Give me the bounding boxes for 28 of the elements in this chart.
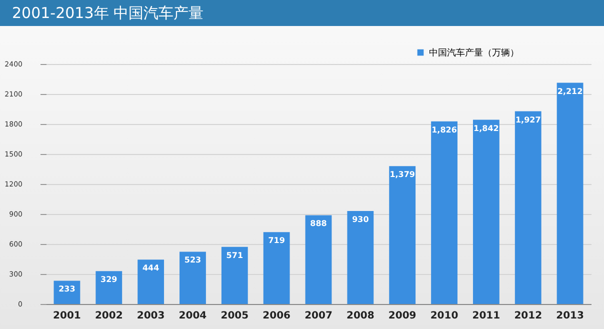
x-tick-label: 2007 [304, 310, 332, 322]
x-tick-label: 2002 [94, 310, 123, 322]
x-tick-label: 2012 [514, 310, 542, 322]
x-tick-label: 2011 [472, 310, 500, 322]
x-tick-label: 2009 [388, 310, 416, 322]
chart-title: 2001-2013年 中国汽车产量 [0, 0, 604, 26]
text: 2,212 [557, 86, 583, 96]
text: 444 [142, 264, 160, 273]
x-tick-label: 2005 [220, 310, 249, 322]
text: 1,927 [515, 115, 541, 124]
x-tick-label: 2013 [556, 310, 584, 322]
legend-label: 中国汽车产量（万辆） [429, 48, 519, 58]
text: 571 [226, 250, 244, 260]
text: 719 [268, 236, 285, 246]
text: 888 [310, 219, 327, 228]
text: 1,842 [474, 124, 499, 133]
text: 1,379 [390, 170, 415, 180]
x-tick-label: 2003 [136, 310, 165, 322]
text: 930 [352, 215, 369, 224]
text: 1,826 [432, 125, 457, 134]
x-tick-label: 2004 [178, 310, 207, 322]
text: 233 [58, 284, 76, 294]
x-tick-label: 2008 [346, 310, 374, 322]
x-tick-label: 2006 [262, 310, 291, 322]
text: 329 [100, 275, 118, 284]
x-tick-label: 2001 [53, 310, 81, 322]
text: 523 [184, 256, 202, 265]
x-tick-label: 2010 [430, 310, 458, 322]
